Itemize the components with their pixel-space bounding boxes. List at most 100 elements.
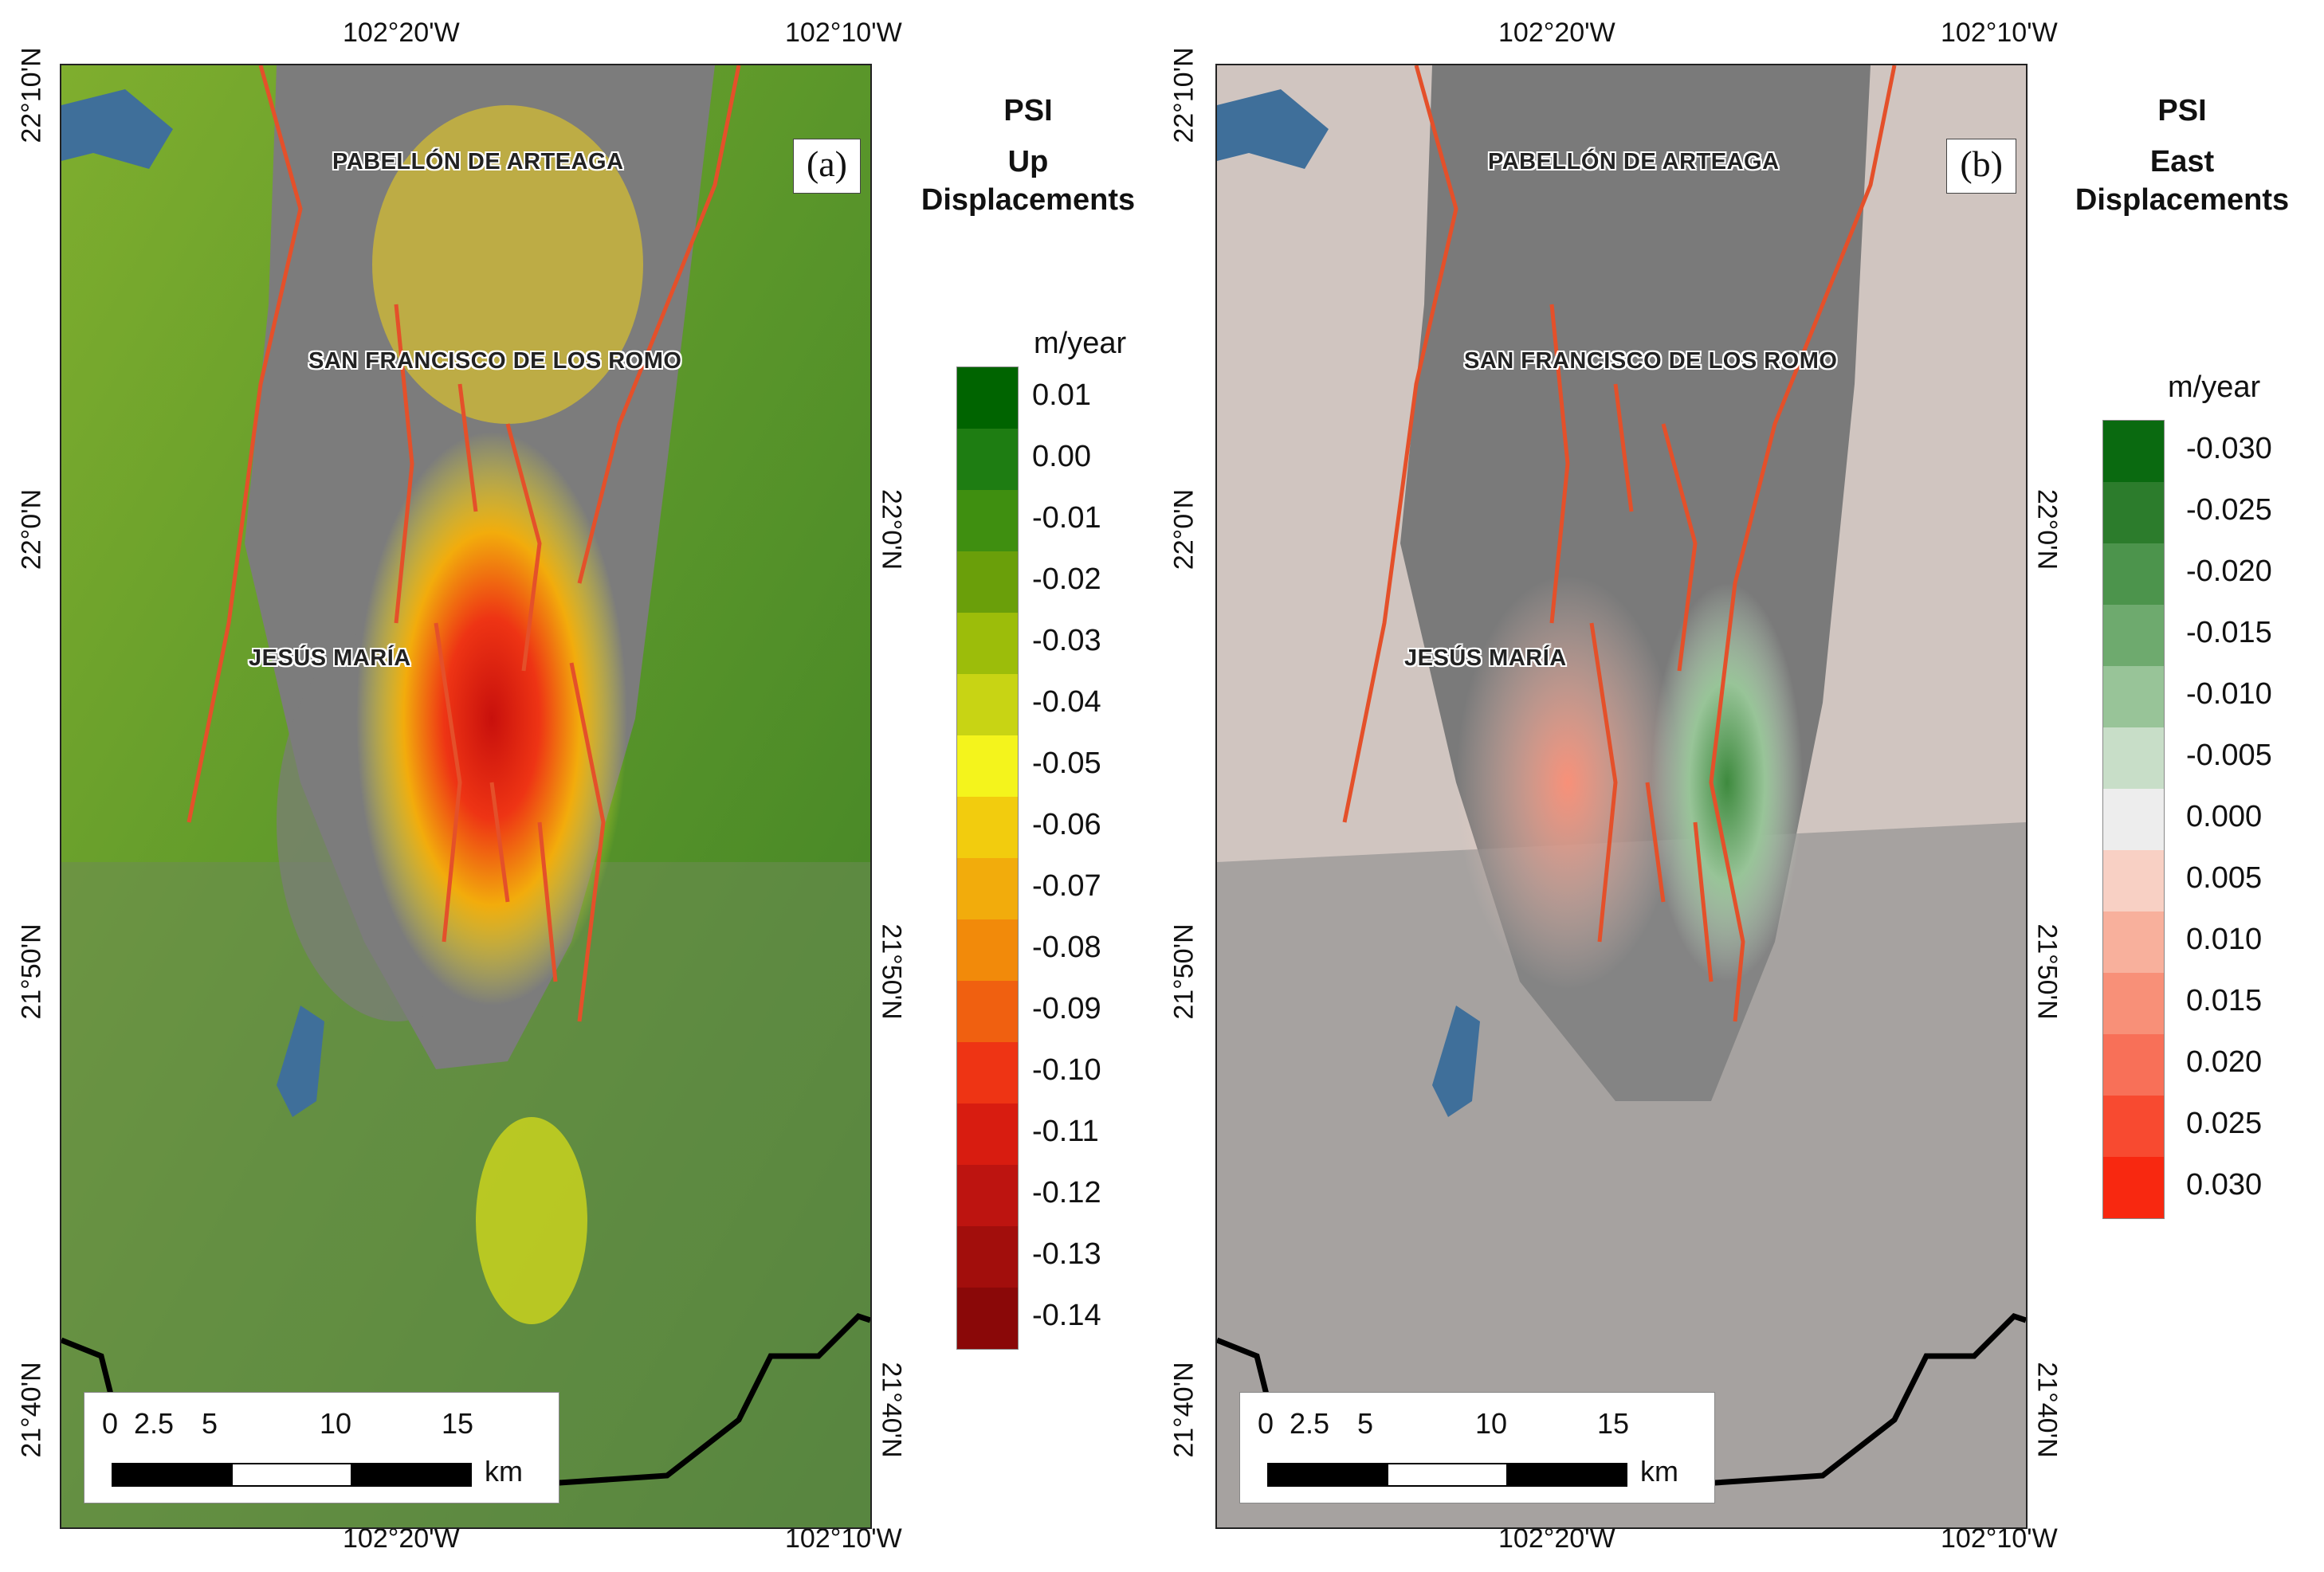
- lat-label-right-low: 21°50'N: [2032, 923, 2063, 1020]
- reservoir-north: [61, 89, 173, 169]
- legend-a-title: PSI Up Displacements: [909, 92, 1148, 219]
- legend-label: -0.06: [1032, 807, 1101, 841]
- legend-label: -0.010: [2186, 676, 2272, 711]
- legend-swatch: [957, 551, 1018, 613]
- scale-tick-15: 15: [1597, 1407, 1630, 1440]
- legend-label: 0.025: [2186, 1106, 2263, 1140]
- town-pabellon-de-arteaga: PABELLÓN DE ARTEAGA: [1488, 149, 1780, 174]
- legend-swatch: [2103, 911, 2164, 973]
- lat-label-right-mid: 22°0'N: [876, 488, 907, 570]
- legend-label: -0.14: [1032, 1298, 1101, 1332]
- legend-swatch: [957, 429, 1018, 490]
- legend-swatch: [957, 797, 1018, 858]
- legend-swatch: [957, 981, 1018, 1042]
- legend-swatch: [957, 367, 1018, 429]
- scale-tick-10: 10: [320, 1407, 352, 1440]
- legend-label: 0.00: [1032, 439, 1091, 473]
- lon-label-top-right: 102°10'W: [785, 18, 902, 48]
- legend-b-color-ramp: [2102, 420, 2165, 1219]
- legend-swatch: [957, 858, 1018, 919]
- scale-segment-black-2: [1506, 1463, 1627, 1487]
- lat-label-right-low: 21°50'N: [876, 923, 907, 1020]
- scale-unit: km: [1640, 1455, 1678, 1488]
- scale-segment-black-2: [351, 1463, 472, 1487]
- legend-a-title-line2: Up: [1007, 145, 1049, 178]
- legend-swatch: [957, 613, 1018, 674]
- reservoir-north: [1217, 89, 1329, 169]
- legend-swatch: [957, 1288, 1018, 1349]
- lat-label-left-bottom: 21°40'N: [1168, 1362, 1199, 1458]
- lat-label-right-bottom: 21°40'N: [876, 1362, 907, 1458]
- legend-b-title: PSI East Displacements: [2063, 92, 2302, 219]
- lat-label-left-mid: 22°0'N: [1168, 488, 1199, 570]
- legend-swatch: [2103, 789, 2164, 850]
- town-san-francisco-de-los-romo: SAN FRANCISCO DE LOS ROMO: [308, 348, 682, 374]
- map-canvas-b: [1217, 65, 2026, 1527]
- legend-swatch: [957, 1226, 1018, 1288]
- legend-swatch: [2103, 482, 2164, 543]
- subsidence-zone: [356, 432, 627, 1006]
- legend-label: -0.005: [2186, 738, 2272, 772]
- panel-label-b: (b): [1946, 139, 2016, 194]
- panel-label-a: (a): [792, 139, 861, 194]
- legend-swatch: [2103, 605, 2164, 666]
- scale-tick-2-5: 2.5: [134, 1407, 175, 1440]
- lat-label-left-top: 22°10'N: [1168, 47, 1199, 143]
- legend-label: 0.015: [2186, 983, 2263, 1017]
- legend-swatch: [957, 735, 1018, 797]
- reservoir-south: [277, 1006, 324, 1117]
- lon-label-top-right: 102°10'W: [1941, 18, 2058, 48]
- legend-label: 0.030: [2186, 1167, 2263, 1202]
- scale-segment-black-1: [112, 1463, 233, 1487]
- scale-tick-2-5: 2.5: [1290, 1407, 1330, 1440]
- map-canvas-a: [61, 65, 870, 1527]
- fault-lines: [1342, 65, 1897, 1022]
- scale-tick-15: 15: [442, 1407, 474, 1440]
- legend-label: 0.000: [2186, 799, 2263, 833]
- southern-terrain: [61, 862, 870, 1527]
- legend-label: -0.030: [2186, 431, 2272, 465]
- scale-segment-white: [1387, 1463, 1508, 1487]
- legend-a-color-ramp: [956, 367, 1019, 1350]
- legend-label: -0.10: [1032, 1053, 1101, 1087]
- scale-bar-a: 0 2.5 5 10 15 km: [84, 1392, 559, 1503]
- legend-a-unit: m/year: [1034, 327, 1127, 360]
- legend-swatch: [2103, 1157, 2164, 1218]
- legend-b-title-line2: East: [2149, 145, 2215, 178]
- panel-b: 102°20'W 102°10'W 102°20'W 102°10'W 22°1…: [1162, 0, 2324, 1572]
- legend-label: -0.13: [1032, 1237, 1101, 1271]
- lat-label-left-mid: 22°0'N: [16, 488, 47, 570]
- legend-label: -0.04: [1032, 684, 1101, 719]
- legend-label: 0.020: [2186, 1045, 2263, 1079]
- legend-swatch: [957, 919, 1018, 981]
- yellow-zone-south: [476, 1117, 587, 1324]
- west-displacement-green: [1651, 583, 1803, 982]
- southern-gray-area: [1217, 822, 2026, 1527]
- legend-label: -0.025: [2186, 492, 2272, 527]
- lat-label-right-bottom: 21°40'N: [2032, 1362, 2063, 1458]
- legend-swatch: [2103, 1096, 2164, 1157]
- fault-lines: [186, 65, 741, 1022]
- town-jesus-maria: JESÚS MARÍA: [1404, 645, 1567, 671]
- legend-swatch: [2103, 1034, 2164, 1096]
- legend-b-title-line1: PSI: [2157, 94, 2207, 127]
- legend-label: -0.11: [1032, 1114, 1099, 1148]
- reservoir-south: [1432, 1006, 1480, 1117]
- legend-b-title-line3: Displacements: [2075, 183, 2290, 217]
- legend-label: 0.01: [1032, 378, 1091, 412]
- legend-swatch: [2103, 421, 2164, 482]
- legend-label: -0.05: [1032, 746, 1101, 780]
- legend-swatch: [957, 674, 1018, 735]
- east-displacement-red: [1456, 575, 1679, 990]
- legend-label: 0.005: [2186, 860, 2263, 895]
- legend-label: -0.020: [2186, 554, 2272, 588]
- lat-label-left-top: 22°10'N: [16, 47, 47, 143]
- legend-swatch: [2103, 973, 2164, 1034]
- map-frame-a: (a) PABELLÓN DE ARTEAGA SAN FRANCISCO DE…: [60, 64, 872, 1529]
- legend-swatch: [2103, 666, 2164, 727]
- legend-label: -0.08: [1032, 930, 1101, 964]
- lon-label-top-left: 102°20'W: [343, 18, 460, 48]
- lat-label-left-bottom: 21°40'N: [16, 1362, 47, 1458]
- scale-tick-0: 0: [102, 1407, 119, 1440]
- legend-label: -0.09: [1032, 991, 1101, 1025]
